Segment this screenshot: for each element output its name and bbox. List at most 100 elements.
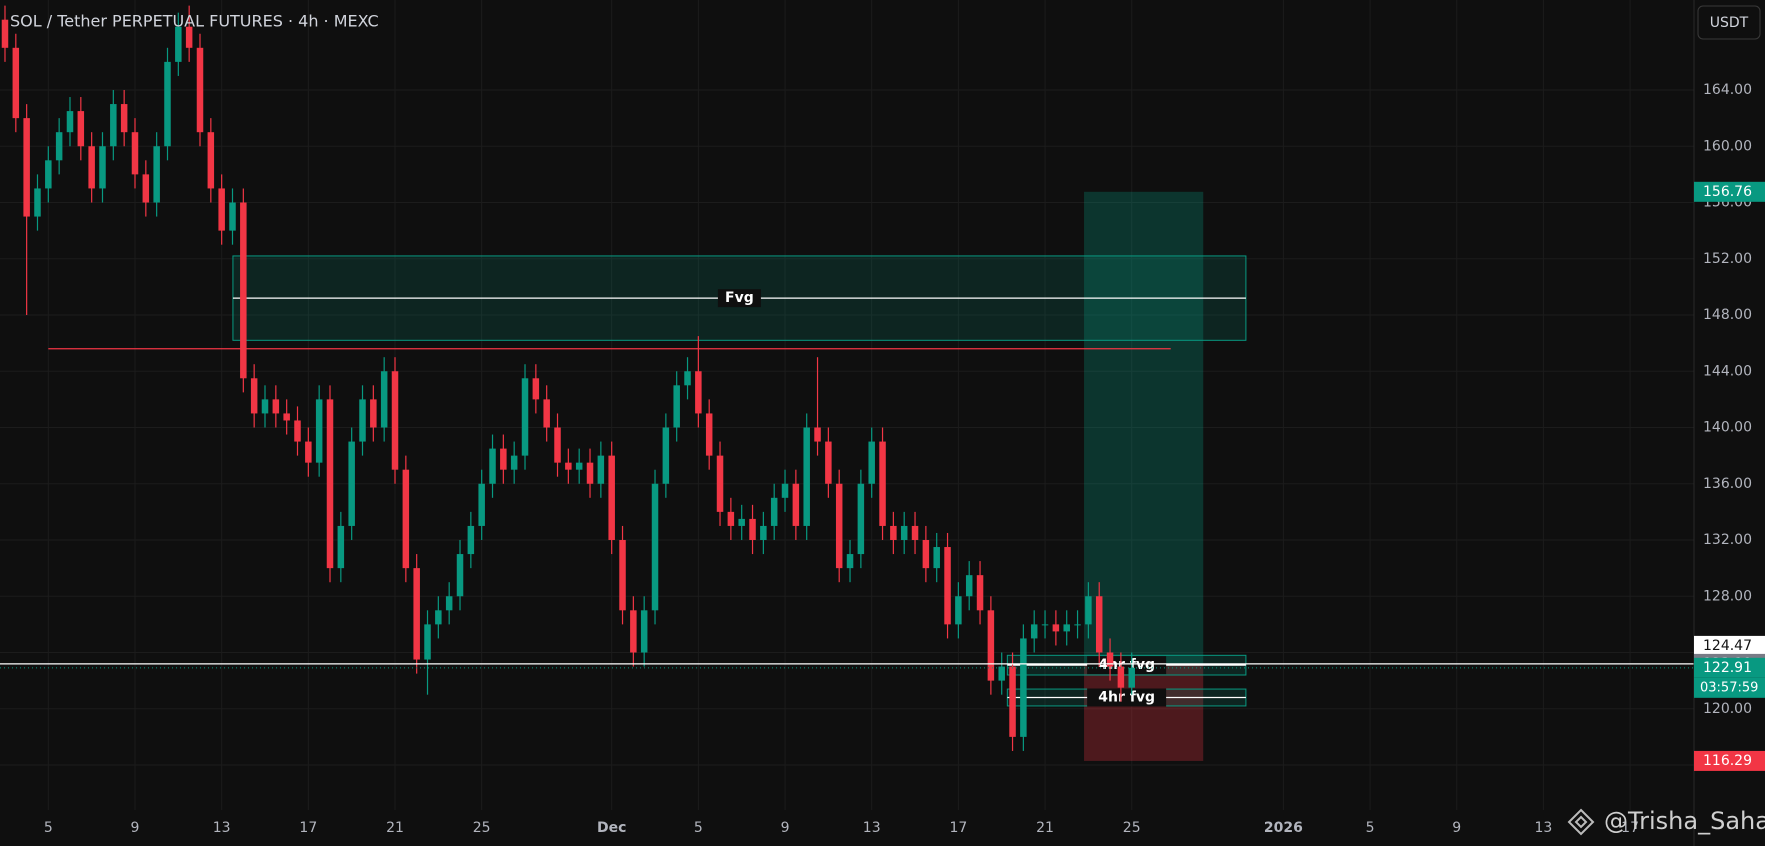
- candle-body: [662, 427, 670, 484]
- candle-body: [391, 371, 399, 470]
- candle-body: [944, 547, 951, 625]
- candle-body: [673, 385, 680, 428]
- y-tick-label: 160.00: [1703, 138, 1752, 154]
- candle-body: [554, 427, 561, 463]
- candle-body: [120, 104, 128, 133]
- candle-body: [619, 540, 626, 611]
- candle-body: [66, 111, 74, 133]
- candle-body: [825, 441, 832, 484]
- x-tick-label: 25: [1123, 820, 1141, 836]
- candle-body: [402, 469, 410, 569]
- candle-body: [987, 610, 995, 681]
- x-tick-label: 9: [781, 820, 790, 836]
- candle-body: [640, 610, 648, 653]
- candle-body: [55, 132, 63, 161]
- candle-body: [1074, 624, 1081, 626]
- candle-body: [88, 146, 95, 189]
- candle-body: [684, 371, 691, 386]
- candle-body: [337, 525, 345, 569]
- candle-body: [1030, 624, 1038, 639]
- candle-body: [803, 427, 810, 526]
- candle-body: [597, 455, 605, 484]
- candle-body: [175, 26, 182, 62]
- countdown: 03:57:59: [1700, 680, 1758, 695]
- candle-body: [326, 399, 334, 569]
- target-zone: [1084, 191, 1204, 664]
- price-label: 122.91: [1703, 660, 1752, 676]
- candle-body: [467, 525, 475, 555]
- x-tick-label: Dec: [597, 820, 626, 836]
- candle-body: [705, 413, 713, 456]
- candle-body: [835, 483, 843, 569]
- candle-body: [933, 547, 940, 569]
- candle-body: [749, 518, 756, 540]
- y-tick-label: 136.00: [1703, 476, 1752, 492]
- candle-body: [890, 525, 897, 540]
- grid: [0, 0, 1694, 810]
- candle-body: [630, 610, 637, 653]
- x-tick-label: 5: [44, 820, 53, 836]
- chart-title: SOL / Tether PERPETUAL FUTURES · 4h · ME…: [10, 12, 379, 31]
- x-tick-label: 17: [949, 820, 967, 836]
- button-frame[interactable]: [1697, 5, 1761, 40]
- y-tick-label: 144.00: [1703, 363, 1752, 379]
- candle-body: [435, 610, 442, 625]
- candle-body: [965, 575, 973, 597]
- candle-body: [727, 511, 735, 526]
- candle-body: [370, 399, 377, 428]
- candle-body: [99, 146, 106, 189]
- candle-body: [1085, 596, 1092, 625]
- price-label-bg: [1694, 635, 1765, 656]
- candle-body: [45, 160, 52, 189]
- candle-body: [1052, 624, 1060, 632]
- candle-body: [770, 497, 778, 526]
- candle-body: [424, 624, 431, 660]
- x-tick-label: 13: [1534, 820, 1552, 836]
- x-tick-label: 13: [213, 820, 231, 836]
- candle-body: [760, 525, 767, 540]
- x-tick-label: 9: [131, 820, 140, 836]
- candle-body: [911, 525, 919, 540]
- candle-body: [510, 455, 518, 470]
- candle-body: [164, 61, 171, 147]
- candle-body: [922, 540, 930, 569]
- candle-body: [283, 413, 290, 421]
- candle-body: [131, 132, 139, 175]
- fvg-label: Fvg: [725, 290, 754, 306]
- candle-body: [272, 399, 280, 414]
- y-tick-label: 148.00: [1703, 307, 1752, 323]
- candle-body: [110, 104, 117, 147]
- x-tick-label: 21: [1036, 820, 1054, 836]
- candle-body: [1020, 638, 1027, 737]
- y-tick-label: 128.00: [1703, 588, 1752, 604]
- candle-body: [543, 399, 550, 428]
- candle-body: [781, 483, 789, 498]
- candle-body: [976, 575, 984, 611]
- candle-body: [1, 19, 9, 48]
- candle-body: [305, 441, 312, 463]
- y-tick-label: 132.00: [1703, 532, 1752, 548]
- candle-body: [521, 378, 529, 456]
- currency-button[interactable]: USDT: [1697, 5, 1761, 40]
- candle-body: [1117, 666, 1125, 688]
- candle-body: [857, 483, 865, 555]
- axes: 116.00120.00124.00128.00132.00136.00140.…: [44, 0, 1765, 846]
- candle-body: [315, 399, 323, 463]
- candle-body: [23, 118, 30, 217]
- candle-body: [846, 554, 854, 569]
- candle-body: [1041, 624, 1049, 626]
- x-tick-label: 17: [1621, 820, 1639, 836]
- candle-body: [489, 448, 496, 484]
- x-tick-label: 17: [299, 820, 317, 836]
- candle-body: [1106, 652, 1114, 667]
- y-tick-label: 120.00: [1703, 701, 1752, 717]
- fvg-label: 4hr fvg: [1098, 690, 1155, 706]
- candle-body: [218, 188, 225, 231]
- countdown-bg: [1694, 677, 1765, 698]
- candle-body: [695, 371, 702, 414]
- x-tick-label: 5: [1366, 820, 1375, 836]
- candle-body: [532, 378, 540, 400]
- candle-body: [716, 455, 724, 512]
- button-label[interactable]: USDT: [1710, 15, 1749, 31]
